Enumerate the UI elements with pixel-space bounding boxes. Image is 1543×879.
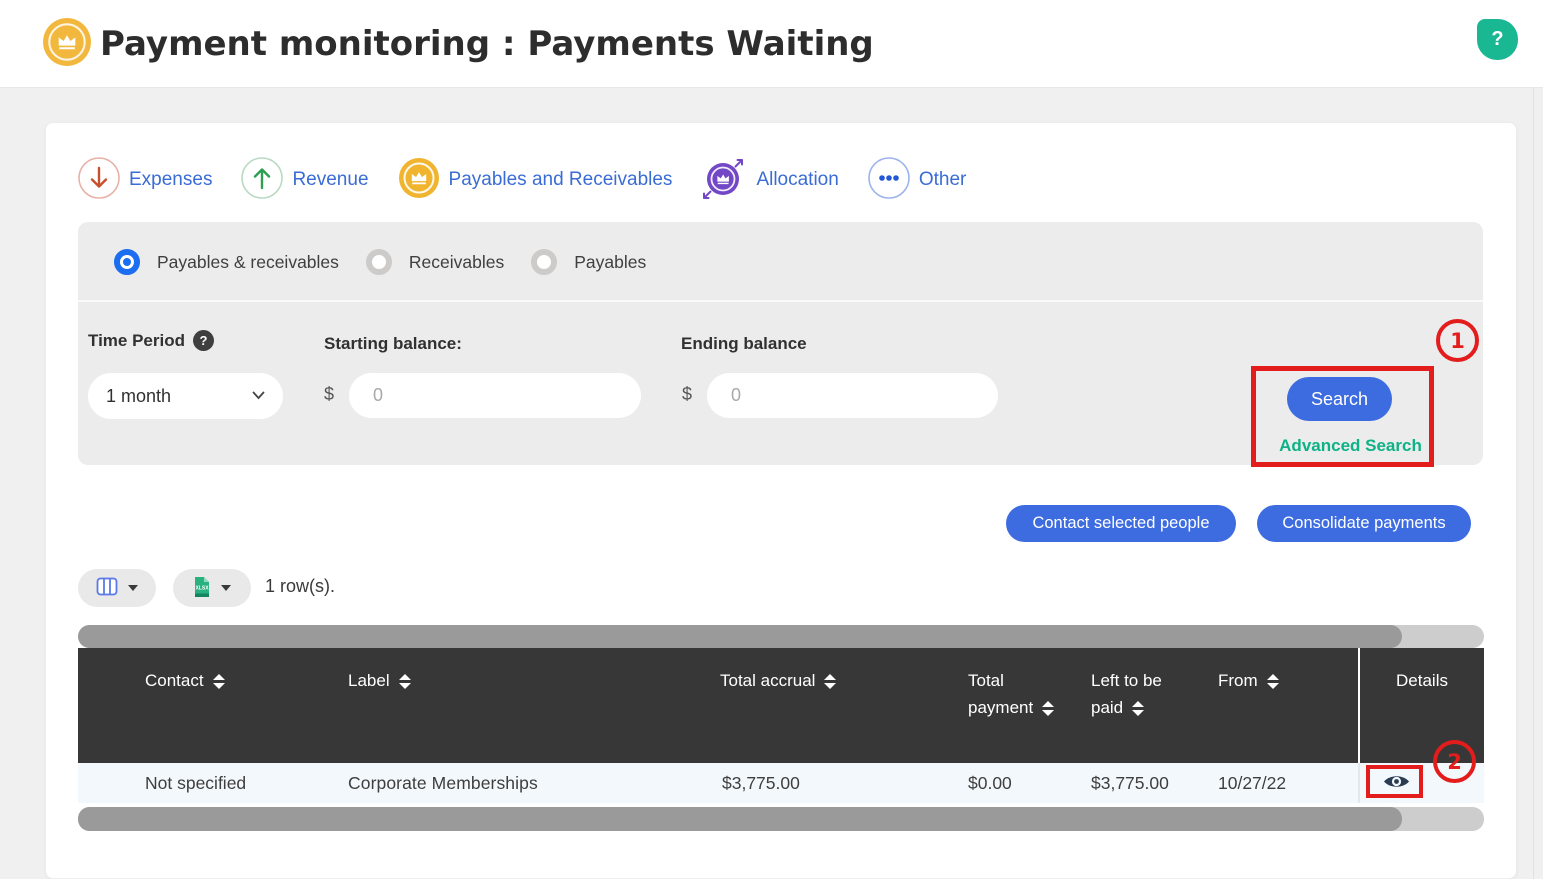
table-header: Contact Label Total accrual Total paymen… (78, 648, 1484, 763)
help-button[interactable]: ? (1477, 19, 1518, 60)
columns-visibility-button[interactable] (78, 569, 156, 607)
cell-from: 10/27/22 (1218, 772, 1287, 793)
radio-payables[interactable]: Payables (531, 249, 646, 275)
scrollbar-thumb[interactable] (78, 807, 1402, 831)
cell-total-payment: $0.00 (968, 772, 1012, 793)
cell-details (1358, 763, 1484, 803)
header-from[interactable]: From (1215, 648, 1358, 763)
columns-icon (96, 577, 118, 599)
time-period-select[interactable]: 1 month (88, 373, 283, 419)
panel-divider (78, 300, 1483, 302)
export-xlsx-button[interactable]: XLSX (173, 569, 251, 607)
time-period-label: Time Period ? (88, 330, 214, 351)
scrollbar-thumb[interactable] (78, 625, 1402, 648)
ending-balance-currency: $ (682, 384, 693, 404)
three-dots-icon (868, 156, 910, 204)
crown-yellow-icon (398, 157, 440, 204)
radio-unselected-icon (531, 249, 558, 275)
page-title: Payment monitoring : Payments Waiting (100, 24, 874, 64)
radio-selected-icon (114, 249, 140, 275)
sort-icon[interactable] (1132, 701, 1145, 717)
cell-total-accrual: $3,775.00 (722, 772, 800, 793)
cell-contact: Not specified (145, 772, 247, 793)
revenue-arrow-up-icon (241, 156, 284, 204)
sort-icon[interactable] (212, 674, 225, 690)
cell-left-to-be-paid: $3,775.00 (1091, 772, 1169, 793)
consolidate-payments-button[interactable]: Consolidate payments (1257, 505, 1471, 542)
crown-app-icon (42, 17, 92, 67)
category-tabs: Expenses Revenue Payables and Receivable… (78, 152, 966, 208)
advanced-search-link[interactable]: Advanced Search (1279, 436, 1422, 455)
chevron-down-icon (252, 387, 265, 405)
tab-payables-receivables[interactable]: Payables and Receivables (398, 157, 673, 204)
header-total-accrual[interactable]: Total accrual (715, 648, 968, 763)
search-button[interactable]: Search (1287, 377, 1392, 421)
eye-icon (1383, 773, 1410, 793)
row-count-text: 1 row(s). (265, 576, 336, 596)
starting-balance-currency: $ (324, 384, 335, 404)
header-details: Details (1358, 648, 1484, 763)
starting-balance-input[interactable] (349, 373, 641, 418)
view-details-button[interactable] (1383, 773, 1410, 793)
table-horizontal-scrollbar-bottom (78, 807, 1484, 831)
sort-icon[interactable] (1042, 701, 1055, 717)
tab-other[interactable]: Other (868, 156, 967, 204)
tab-payables-receivables-label: Payables and Receivables (448, 169, 673, 190)
scope-radio-group: Payables & receivables Receivables Payab… (114, 249, 646, 275)
tab-allocation[interactable]: Allocation (701, 155, 839, 206)
tab-other-label: Other (918, 169, 967, 190)
header-checkbox-cell (78, 648, 140, 763)
radio-unselected-icon (365, 249, 392, 275)
tab-expenses[interactable]: Expenses (78, 156, 213, 204)
tab-revenue[interactable]: Revenue (241, 156, 369, 204)
caret-down-icon (221, 585, 231, 591)
tab-expenses-label: Expenses (129, 169, 213, 190)
time-period-help-icon[interactable]: ? (193, 330, 214, 351)
cell-label: Corporate Memberships (348, 772, 538, 793)
top-bar: Payment monitoring : Payments Waiting ? (0, 0, 1543, 88)
header-contact[interactable]: Contact (140, 648, 348, 763)
table-horizontal-scrollbar-top (78, 625, 1484, 648)
radio-payables-and-receivables[interactable]: Payables & receivables (114, 249, 339, 275)
header-label[interactable]: Label (348, 648, 715, 763)
filter-panel: Payables & receivables Receivables Payab… (78, 222, 1483, 465)
tab-revenue-label: Revenue (292, 169, 369, 190)
caret-down-icon (128, 585, 138, 591)
tab-allocation-label: Allocation (756, 169, 839, 190)
sort-icon[interactable] (398, 674, 411, 690)
sort-icon[interactable] (824, 674, 837, 690)
ending-balance-label: Ending balance (681, 334, 807, 353)
row-checkbox-cell (78, 773, 140, 794)
header-left-to-be-paid[interactable]: Left to be paid (1091, 671, 1162, 717)
crown-purple-arrows-icon (701, 155, 747, 206)
starting-balance-label: Starting balance: (324, 334, 462, 353)
page-scrollbar-edge (1533, 88, 1534, 879)
header-total-payment[interactable]: Total payment (968, 648, 1091, 763)
xlsx-file-icon: XLSX (193, 576, 211, 601)
radio-receivables[interactable]: Receivables (365, 249, 504, 275)
ending-balance-input[interactable] (707, 373, 998, 418)
svg-text:XLSX: XLSX (195, 585, 209, 591)
sort-icon[interactable] (1266, 674, 1279, 690)
table-row: Not specified Corporate Memberships $3,7… (78, 763, 1484, 803)
expenses-arrow-down-icon (78, 156, 120, 204)
contact-selected-people-button[interactable]: Contact selected people (1006, 505, 1236, 542)
